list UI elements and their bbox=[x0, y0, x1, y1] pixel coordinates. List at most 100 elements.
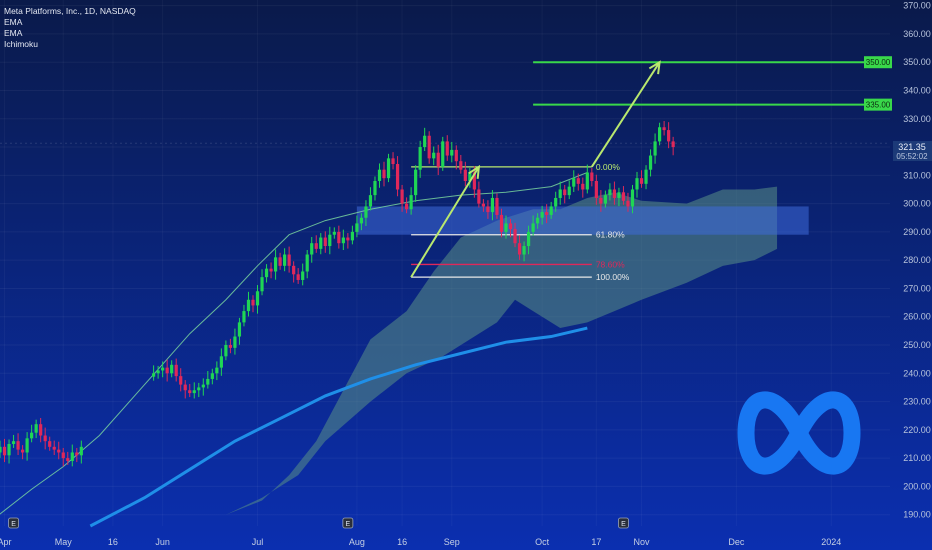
candle[interactable] bbox=[477, 181, 481, 208]
candle[interactable] bbox=[404, 197, 409, 214]
candle[interactable] bbox=[296, 268, 300, 284]
candle[interactable] bbox=[386, 153, 391, 183]
candle[interactable] bbox=[292, 261, 296, 283]
candle[interactable] bbox=[635, 171, 639, 198]
candle[interactable] bbox=[20, 445, 25, 460]
candle[interactable] bbox=[671, 136, 675, 156]
candle[interactable] bbox=[395, 156, 400, 197]
candle[interactable] bbox=[626, 192, 630, 212]
candle[interactable] bbox=[508, 218, 513, 238]
candle[interactable] bbox=[224, 340, 228, 361]
candle[interactable] bbox=[558, 181, 562, 205]
candle[interactable] bbox=[30, 424, 34, 443]
candle[interactable] bbox=[34, 419, 38, 439]
candle[interactable] bbox=[269, 262, 273, 279]
candle[interactable] bbox=[246, 291, 251, 317]
candle[interactable] bbox=[581, 177, 585, 198]
candle[interactable] bbox=[450, 141, 454, 163]
candle[interactable] bbox=[183, 380, 187, 399]
candle[interactable] bbox=[459, 154, 463, 174]
candle[interactable] bbox=[287, 246, 291, 273]
candle[interactable] bbox=[2, 438, 7, 463]
candle[interactable] bbox=[531, 215, 535, 236]
candle[interactable] bbox=[657, 122, 662, 146]
candle[interactable] bbox=[170, 360, 174, 378]
candle[interactable] bbox=[585, 164, 589, 194]
candle[interactable] bbox=[237, 317, 242, 345]
candle[interactable] bbox=[319, 233, 323, 255]
candle[interactable] bbox=[314, 235, 318, 253]
candle[interactable] bbox=[323, 231, 327, 253]
candle[interactable] bbox=[377, 163, 382, 188]
candle[interactable] bbox=[161, 361, 165, 378]
candle[interactable] bbox=[495, 193, 499, 219]
candle[interactable] bbox=[242, 304, 246, 327]
candlestick-series[interactable] bbox=[0, 121, 675, 467]
candle[interactable] bbox=[436, 144, 440, 176]
indicator-ema-fast[interactable]: EMA bbox=[4, 17, 23, 27]
candle[interactable] bbox=[621, 186, 626, 205]
candle[interactable] bbox=[463, 161, 467, 187]
candle[interactable] bbox=[0, 440, 2, 458]
candle[interactable] bbox=[545, 204, 549, 224]
candle[interactable] bbox=[662, 121, 666, 136]
candle[interactable] bbox=[332, 227, 336, 239]
time-axis[interactable]: Apr May 16 Jun Jul Aug 16 Sep Oct 17 Nov Dec 2024 bbox=[0, 537, 841, 547]
indicator-ichimoku[interactable]: Ichimoku bbox=[4, 39, 39, 49]
candle[interactable] bbox=[156, 365, 160, 379]
candle[interactable] bbox=[423, 127, 427, 152]
candle[interactable] bbox=[572, 170, 576, 193]
candle[interactable] bbox=[57, 441, 61, 460]
candle[interactable] bbox=[215, 361, 219, 381]
candle[interactable] bbox=[667, 122, 671, 149]
candle[interactable] bbox=[201, 378, 205, 396]
candle[interactable] bbox=[337, 225, 341, 249]
candle[interactable] bbox=[278, 252, 282, 270]
candle[interactable] bbox=[391, 152, 395, 170]
candle[interactable] bbox=[468, 167, 472, 188]
candle[interactable] bbox=[219, 348, 223, 376]
candle[interactable] bbox=[648, 149, 653, 177]
candle[interactable] bbox=[16, 433, 20, 456]
candle[interactable] bbox=[305, 249, 309, 279]
candle[interactable] bbox=[499, 208, 504, 238]
candle[interactable] bbox=[283, 248, 287, 272]
candle[interactable] bbox=[25, 432, 29, 461]
candle[interactable] bbox=[590, 167, 594, 187]
candle[interactable] bbox=[639, 170, 644, 188]
candle[interactable] bbox=[653, 133, 657, 164]
candle[interactable] bbox=[567, 180, 571, 200]
candle[interactable] bbox=[454, 145, 458, 170]
candle[interactable] bbox=[382, 161, 386, 187]
candle[interactable] bbox=[39, 417, 43, 443]
candle[interactable] bbox=[513, 222, 517, 248]
candle[interactable] bbox=[197, 382, 201, 398]
candle[interactable] bbox=[260, 269, 264, 296]
candle[interactable] bbox=[427, 131, 431, 164]
candle[interactable] bbox=[301, 263, 305, 286]
candle[interactable] bbox=[43, 427, 47, 450]
candle[interactable] bbox=[210, 368, 214, 385]
candle[interactable] bbox=[66, 451, 70, 465]
candle[interactable] bbox=[341, 229, 345, 250]
candle[interactable] bbox=[179, 368, 183, 392]
candle[interactable] bbox=[486, 200, 490, 219]
candle[interactable] bbox=[264, 264, 269, 283]
candle[interactable] bbox=[554, 191, 558, 212]
candle[interactable] bbox=[608, 183, 612, 201]
candle[interactable] bbox=[414, 165, 418, 202]
candle[interactable] bbox=[79, 440, 83, 464]
candle[interactable] bbox=[490, 190, 495, 221]
candle[interactable] bbox=[536, 213, 540, 229]
candle[interactable] bbox=[549, 201, 553, 219]
candle[interactable] bbox=[70, 444, 74, 467]
candle[interactable] bbox=[522, 241, 526, 262]
candle[interactable] bbox=[630, 184, 635, 214]
candle[interactable] bbox=[273, 249, 278, 280]
candle[interactable] bbox=[192, 382, 196, 399]
candle[interactable] bbox=[368, 187, 373, 211]
candle[interactable] bbox=[7, 439, 11, 464]
candle[interactable] bbox=[188, 384, 192, 398]
